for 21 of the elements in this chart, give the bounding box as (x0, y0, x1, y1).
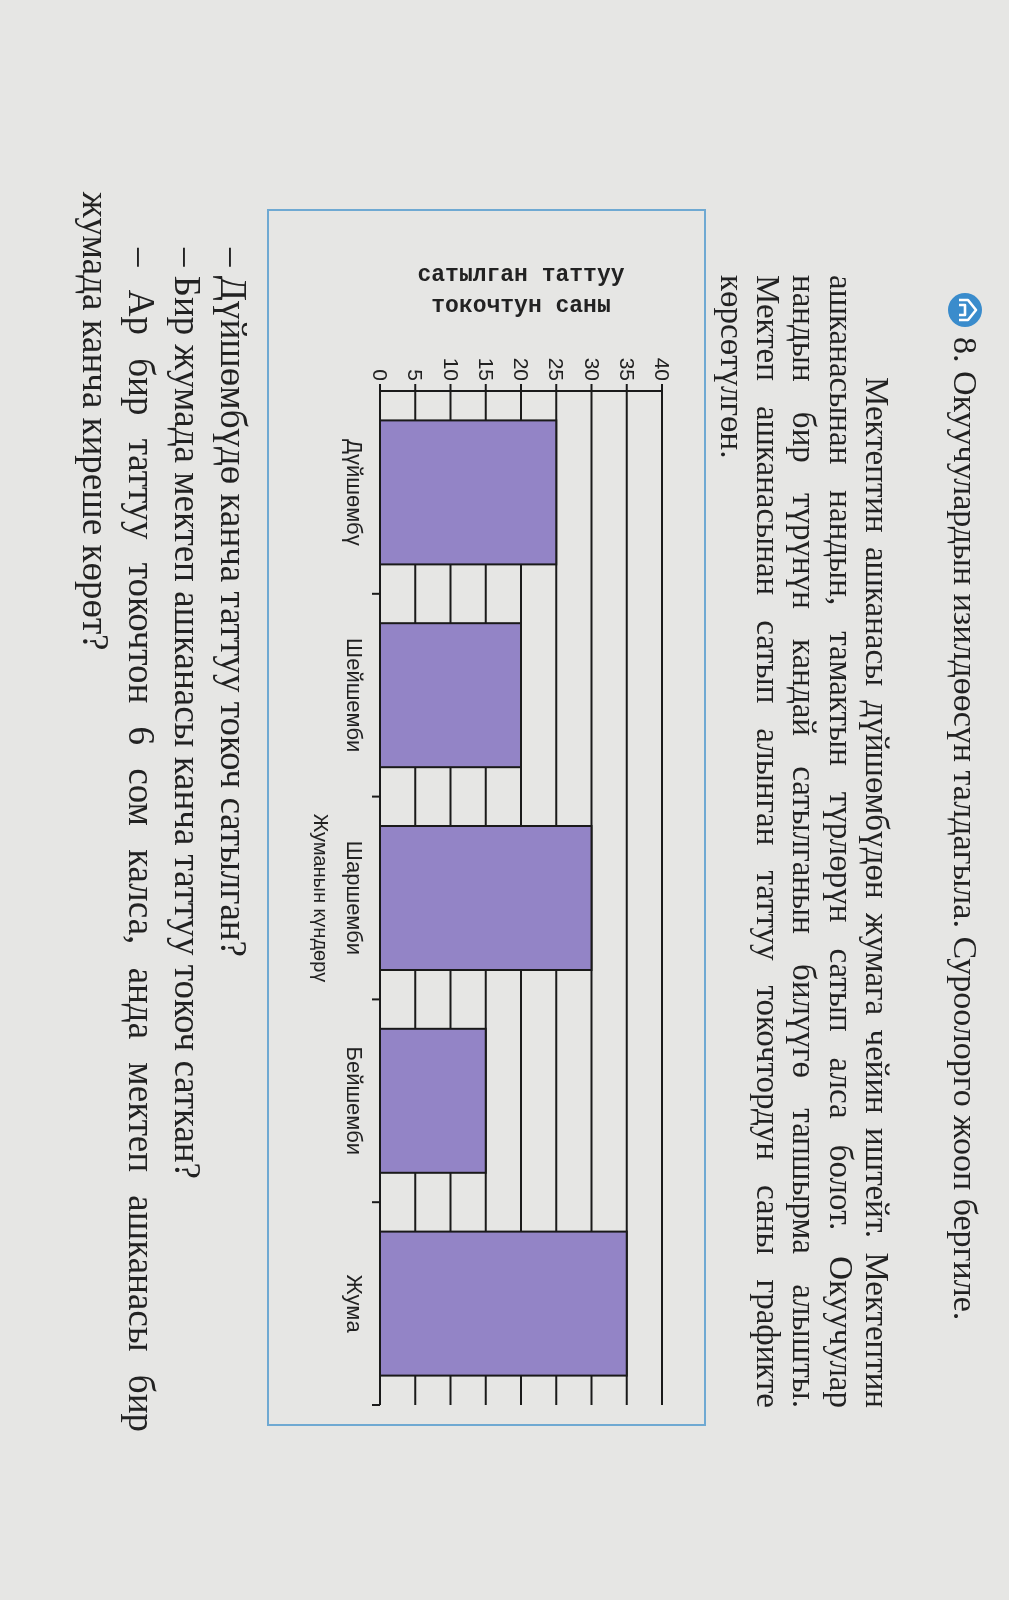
x-tick-label: 40 (651, 357, 674, 381)
x-tick-label: 5 (404, 369, 428, 381)
text: 8. Окуучулардын изилдөөсүн талдагыла. Суроолорго жооп бергиле. (947, 337, 984, 1321)
y-tick-label: Шейшемби (342, 638, 367, 753)
x-tick-label: 0 (369, 369, 392, 381)
text: Мектептин ашканасы дүйшөмбүдөн жумага чейин иштейт. Мектептин ашканасынан нандын, тамактын түрлөрүн сатып алса болот. Окуучулар нандын бир түрүнүн кандай сатылганын билүүгө тапшырма алышты. Мектеп ашканасынан сатып алынган таттуу токочтордун саны графикте көрсөтүлгөн. (713, 275, 895, 1408)
x-tick-label: 30 (580, 357, 604, 381)
y-axis-title: Жуманын күндөрү (310, 813, 332, 983)
x-tick-label: 10 (439, 357, 463, 381)
x-tick-label: 20 (510, 357, 533, 381)
y-tick-label: Дүйшөмбү (342, 439, 367, 546)
y-tick-label: Бейшемби (342, 1046, 367, 1156)
x-tick-label: 15 (474, 357, 498, 381)
y-tick-label: Жума (342, 1274, 367, 1334)
text: – Ар бир таттуу токочтон 6 сом калса, анда мектеп ашканасы бир жумада канча киреше көрөт? (75, 191, 162, 1432)
text: – Дүйшөмбүдө канча таттуу токоч сатылган? (213, 247, 254, 958)
text: – Бир жумада мектеп ашканасы канча таттуу токоч саткан? (167, 247, 208, 1180)
x-tick-label: 35 (615, 357, 639, 381)
x-tick-label: 25 (545, 357, 569, 381)
y-tick-label: Шаршемби (342, 840, 367, 956)
x-axis-title: сатылган таттуу токочтун саны (417, 262, 625, 319)
